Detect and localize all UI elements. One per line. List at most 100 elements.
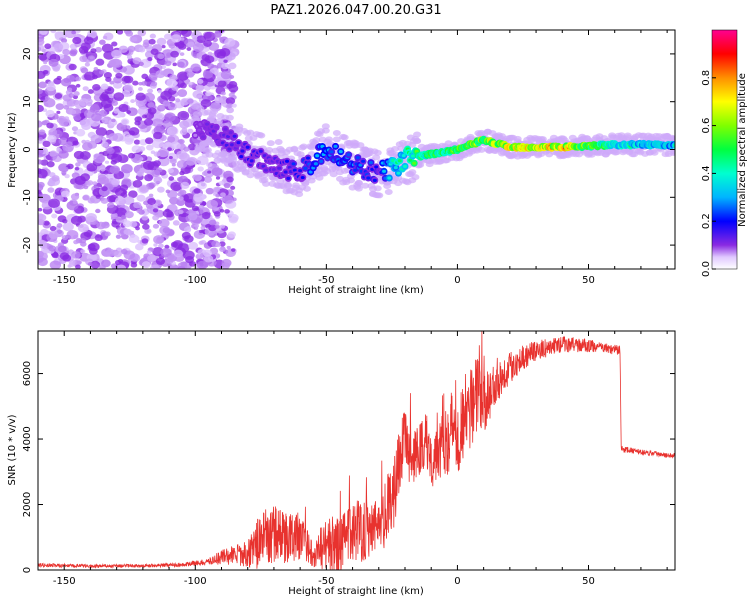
noise-blob (214, 224, 220, 229)
noise-blob (105, 76, 112, 82)
noise-blob (136, 170, 144, 177)
ridge-core (374, 165, 379, 169)
noise-blob (170, 50, 179, 58)
noise-blob (118, 45, 128, 53)
noise-blob (75, 83, 81, 88)
noise-blob (77, 223, 89, 233)
noise-blob (228, 213, 239, 223)
noise-blob (153, 243, 158, 247)
noise-blob (169, 158, 177, 165)
noise-blob (224, 37, 236, 47)
ridge-core (393, 166, 398, 170)
noise-blob (128, 127, 140, 136)
noise-blob (150, 81, 158, 87)
noise-blob (61, 166, 69, 173)
noise-blob (231, 248, 236, 252)
noise-blob (93, 66, 99, 71)
noise-blob (38, 181, 45, 188)
ridge-core (229, 143, 234, 147)
ridge-halo (413, 138, 422, 145)
noise-blob (180, 181, 190, 190)
noise-blob (183, 250, 195, 260)
ridge-halo (354, 179, 363, 186)
noise-blob (38, 236, 42, 240)
noise-blob (227, 103, 234, 108)
noise-blob (60, 190, 70, 198)
noise-blob (150, 264, 161, 269)
noise-blob (117, 258, 124, 264)
noise-blob (103, 103, 114, 112)
ridge-halo (196, 105, 205, 112)
noise-blob (66, 87, 73, 92)
noise-blob (73, 91, 80, 97)
ridge-core (271, 168, 276, 172)
noise-blob (189, 261, 197, 267)
noise-blob (43, 61, 48, 65)
y-tick-label: 6000 (22, 361, 33, 386)
noise-blob (39, 242, 48, 249)
colorbar-gradient (711, 29, 738, 270)
noise-blob (186, 71, 195, 78)
noise-blob (74, 100, 86, 109)
noise-blob (166, 52, 172, 57)
noise-blob (102, 85, 108, 90)
ridge-core (410, 154, 415, 158)
ridge-core (249, 159, 254, 163)
ridge-halo (299, 143, 308, 150)
ridge-halo (356, 142, 365, 149)
noise-blob (143, 92, 155, 102)
noise-blob (45, 109, 55, 118)
x-tick-label: 0 (454, 275, 460, 286)
noise-blob (128, 234, 140, 244)
spectrogram-x-label: Height of straight line (km) (288, 285, 424, 296)
colorbar-tick-label: 0.2 (701, 213, 712, 229)
noise-blob (177, 139, 183, 144)
noise-blob (129, 35, 139, 43)
noise-blob (122, 220, 132, 228)
noise-blob (87, 89, 94, 94)
ridge-halo (262, 180, 271, 187)
noise-blob (144, 174, 154, 182)
noise-blob (85, 212, 97, 223)
noise-blob (72, 200, 78, 205)
ridge-core (338, 150, 343, 154)
ridge-core (292, 168, 297, 172)
noise-blob (65, 145, 73, 153)
ridge-core (298, 168, 303, 173)
noise-blob (121, 119, 128, 125)
noise-blob (84, 62, 90, 67)
noise-blob (43, 97, 56, 108)
noise-blob (68, 93, 75, 98)
noise-blob (48, 128, 58, 136)
noise-blob (38, 257, 48, 267)
noise-blob (123, 75, 134, 84)
ridge-halo (260, 172, 269, 179)
noise-blob (186, 47, 192, 51)
noise-blob (87, 262, 93, 266)
noise-blob (209, 219, 217, 226)
noise-blob (152, 208, 159, 213)
noise-blob (202, 70, 213, 79)
noise-blob (49, 225, 57, 232)
noise-blob (96, 221, 106, 230)
snr-panel: -150 -100 -50 0 50 0 2000 4000 6000 Height of st… (7, 330, 676, 597)
noise-blob (163, 33, 172, 40)
ridge-core (382, 169, 387, 173)
noise-blob (146, 229, 151, 233)
ridge-core (308, 170, 313, 174)
ridge-core (258, 149, 263, 153)
x-tick-label: -150 (53, 576, 76, 587)
ridge-halo (205, 151, 214, 158)
noise-blob (190, 63, 201, 72)
noise-blob (138, 61, 144, 67)
noise-blob (74, 166, 80, 171)
x-tick-label: 50 (582, 576, 595, 587)
noise-blob (43, 220, 50, 226)
noise-blob (123, 84, 134, 93)
ridge-halo (373, 185, 382, 192)
noise-blob (204, 55, 215, 64)
ridge-halo (477, 146, 486, 153)
noise-blob (152, 215, 160, 221)
ridge-halo (302, 185, 311, 192)
noise-blob (201, 171, 208, 176)
